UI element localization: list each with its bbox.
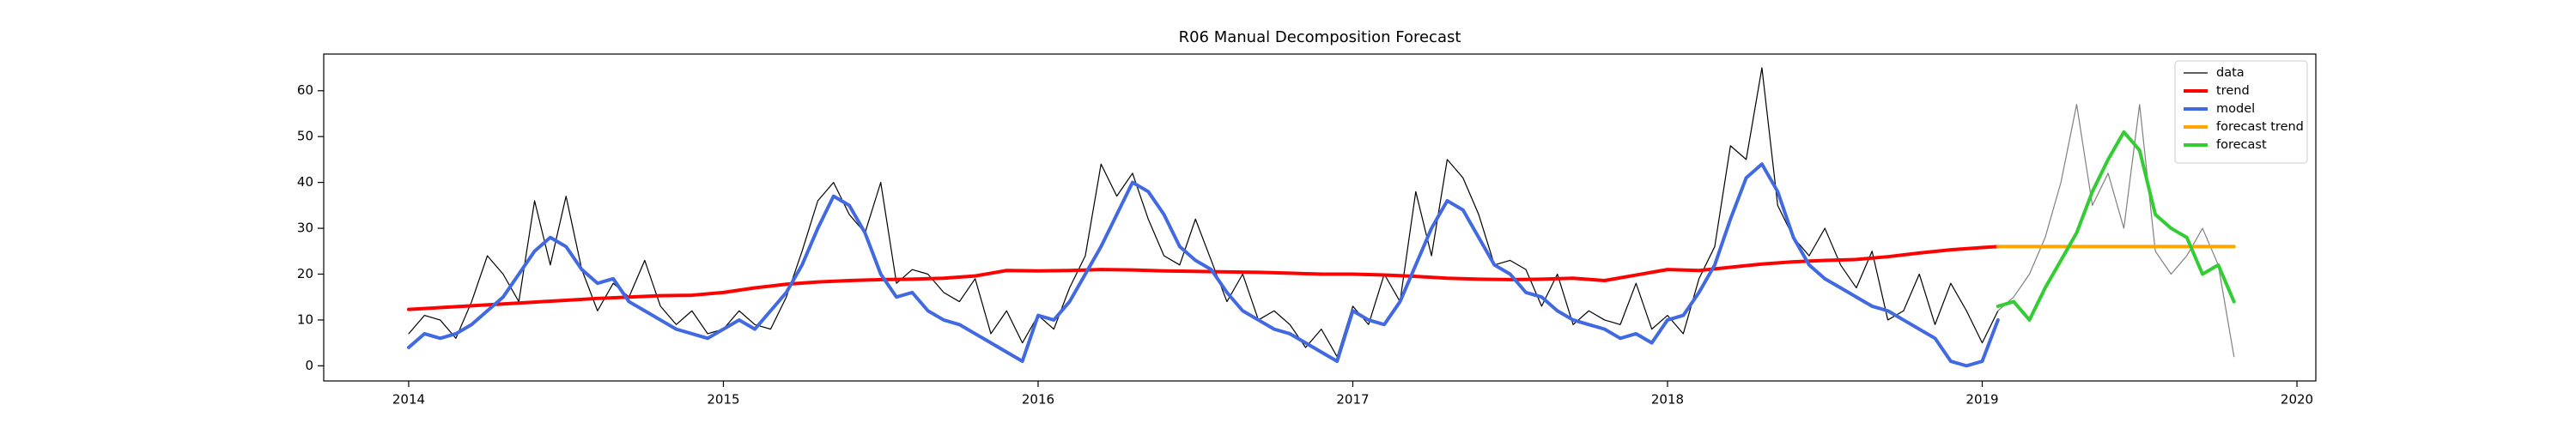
legend-label: forecast trend: [2216, 120, 2304, 134]
series-line: [1997, 104, 2235, 358]
legend-box: [2174, 60, 2308, 164]
y-tick-label: 0: [305, 358, 313, 373]
y-tick-label: 50: [297, 129, 313, 144]
x-tick-label: 2018: [1651, 392, 1684, 408]
chart-title: R06 Manual Decomposition Forecast: [1179, 28, 1461, 46]
y-tick-label: 60: [297, 82, 313, 98]
legend-label: trend: [2216, 84, 2250, 98]
legend-label: data: [2216, 66, 2245, 80]
x-tick-label: 2017: [1336, 392, 1369, 408]
y-tick-label: 10: [297, 311, 313, 327]
y-tick-label: 30: [297, 221, 313, 236]
series-line: [406, 162, 2000, 368]
y-tick-label: 20: [297, 266, 313, 281]
series-line: [1996, 130, 2236, 322]
y-tick-label: 40: [297, 174, 313, 190]
series-line: [408, 67, 1999, 358]
plot-frame: [323, 53, 2317, 382]
legend-label: model: [2216, 102, 2255, 116]
legend-label: forecast: [2216, 138, 2267, 152]
x-tick-label: 2014: [392, 392, 425, 408]
x-tick-label: 2016: [1022, 392, 1054, 408]
x-tick-label: 2019: [1965, 392, 1998, 408]
x-tick-label: 2020: [2281, 392, 2313, 408]
x-tick-label: 2015: [707, 392, 739, 408]
